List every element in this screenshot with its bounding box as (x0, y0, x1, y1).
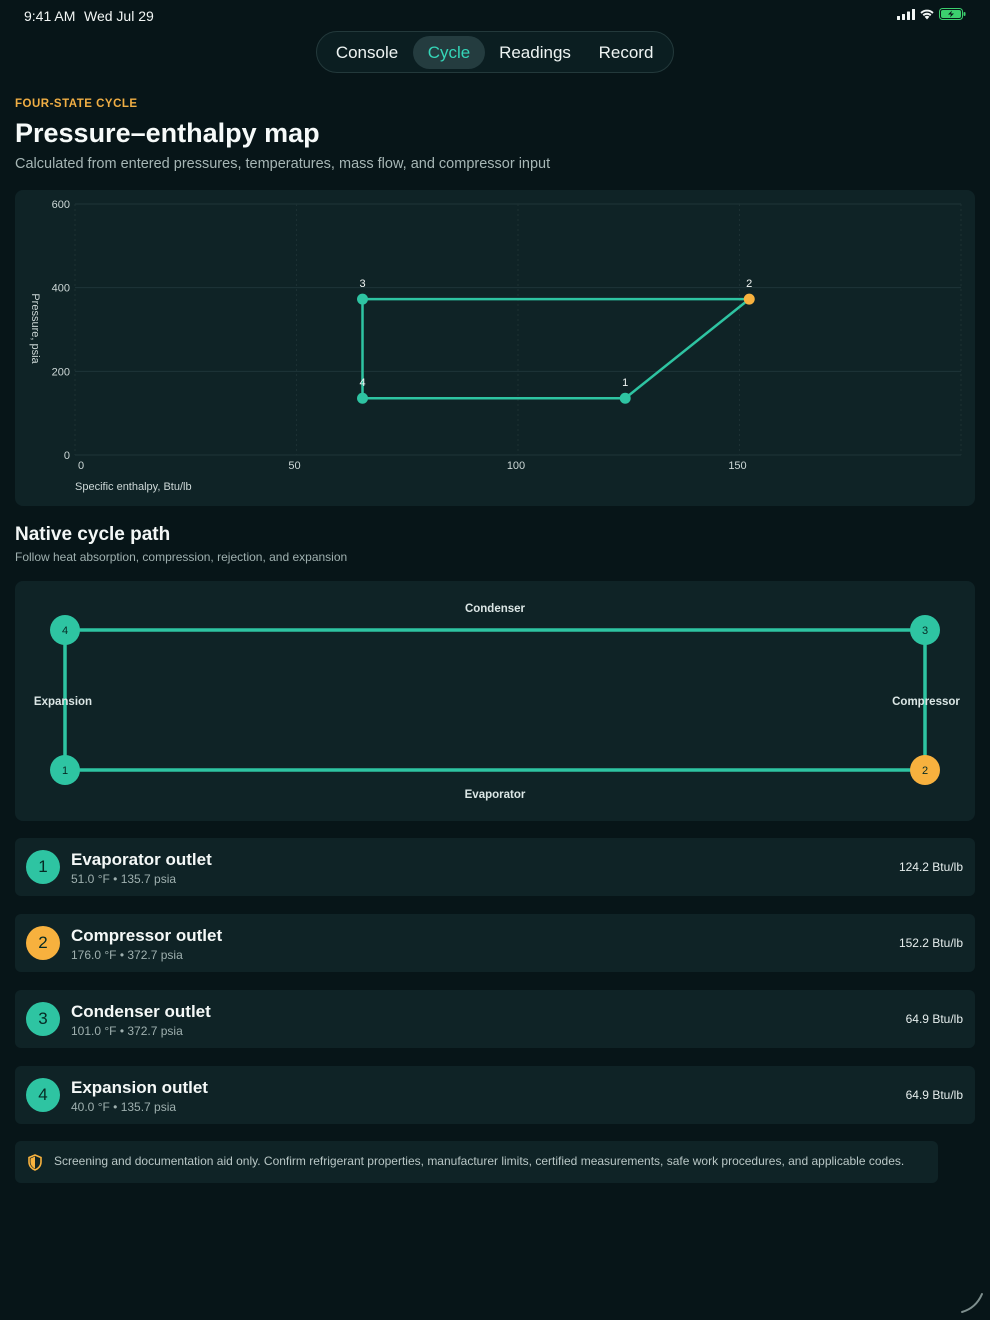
state-enthalpy: 124.2 Btu/lb (898, 860, 963, 874)
x-axis-label: Specific enthalpy, Btu/lb (75, 481, 192, 493)
cycle-series-line (361, 297, 751, 400)
y-tick-label: 0 (64, 450, 70, 462)
node-1-label: 1 (62, 765, 68, 777)
state-enthalpy: 64.9 Btu/lb (905, 1088, 963, 1102)
state-point-3 (357, 293, 369, 305)
status-time: 9:41 AM (24, 8, 76, 24)
label-compressor: Compressor (892, 696, 960, 708)
state-badge: 2 (26, 926, 60, 960)
state-name: Condenser outlet (71, 1002, 211, 1021)
x-tick-label: 100 (507, 460, 525, 472)
y-tick-label: 200 (52, 366, 70, 378)
status-bar: 9:41 AM Wed Jul 29 (0, 0, 990, 30)
cycle-path-diagram: Condenser Evaporator Expansion Compresso… (15, 581, 975, 821)
node-1[interactable] (50, 755, 80, 785)
wifi-icon (920, 9, 934, 20)
state-enthalpy: 64.9 Btu/lb (905, 1012, 963, 1026)
node-3[interactable] (910, 615, 940, 645)
cycle-path-svg: Condenser Evaporator Expansion Compresso… (34, 603, 960, 801)
tab-console[interactable]: Console (335, 43, 399, 62)
state-meta: 176.0 °F • 372.7 psia (71, 948, 183, 962)
state-point-label: 2 (746, 278, 752, 290)
shield-icon (28, 1154, 42, 1171)
cycle-path-subtitle: Follow heat absorption, compression, rej… (15, 550, 348, 564)
state-enthalpy: 152.2 Btu/lb (898, 936, 963, 950)
state-row-2[interactable]: 2 Compressor outlet 176.0 °F • 372.7 psi… (15, 914, 975, 972)
state-meta: 51.0 °F • 135.7 psia (71, 872, 177, 886)
page-subtitle: Calculated from entered pressures, tempe… (15, 156, 551, 172)
node-4-label: 4 (62, 625, 68, 637)
y-tick-label: 400 (52, 283, 70, 295)
label-expansion: Expansion (34, 696, 92, 708)
cycle-loop (63, 628, 927, 772)
state-name: Evaporator outlet (71, 850, 212, 869)
section-eyebrow: FOUR-STATE CYCLE (15, 98, 138, 110)
notice-text: Screening and documentation aid only. Co… (54, 1154, 905, 1168)
label-condenser: Condenser (465, 603, 526, 615)
state-name: Compressor outlet (71, 926, 223, 945)
cycle-path-title: Native cycle path (15, 524, 171, 545)
signal-icon (897, 8, 915, 20)
state-point-label: 3 (359, 278, 365, 290)
state-name: Expansion outlet (71, 1078, 208, 1097)
y-axis-label: Pressure, psia (29, 293, 41, 364)
state-point-2 (743, 293, 755, 305)
label-evaporator: Evaporator (465, 789, 526, 801)
tab-cycle[interactable]: Cycle (413, 36, 485, 69)
x-tick-label: 150 (728, 460, 746, 472)
x-tick-label: 0 (78, 460, 84, 472)
state-point-1 (619, 392, 631, 404)
ph-chart-card: 0 200 400 600 0 50 100 150 Specific enthalpy, Bt… (15, 190, 975, 506)
page-title: Pressure–enthalpy map (15, 118, 320, 148)
ph-chart: 0 200 400 600 0 50 100 150 Specific enthalpy, Bt… (29, 199, 962, 493)
state-row-4[interactable]: 4 Expansion outlet 40.0 °F • 135.7 psia … (15, 1066, 975, 1124)
battery-charging-icon (939, 8, 966, 20)
tab-record[interactable]: Record (598, 43, 654, 62)
safety-notice: Screening and documentation aid only. Co… (15, 1141, 938, 1183)
node-4[interactable] (50, 615, 80, 645)
status-date: Wed Jul 29 (84, 8, 154, 24)
state-meta: 101.0 °F • 372.7 psia (71, 1024, 183, 1038)
state-point-label: 1 (622, 377, 628, 389)
state-row-1[interactable]: 1 Evaporator outlet 51.0 °F • 135.7 psia… (15, 838, 975, 896)
x-tick-label: 50 (288, 460, 300, 472)
state-badge: 3 (26, 1002, 60, 1036)
node-3-label: 3 (922, 625, 928, 637)
tab-readings[interactable]: Readings (499, 43, 571, 62)
tab-bar: Console Cycle Readings Record (316, 31, 674, 73)
node-2[interactable] (910, 755, 940, 785)
state-badge: 4 (26, 1078, 60, 1112)
state-row-3[interactable]: 3 Condenser outlet 101.0 °F • 372.7 psia… (15, 990, 975, 1048)
state-point-label: 4 (359, 377, 365, 389)
state-badge: 1 (26, 850, 60, 884)
state-point-4 (357, 392, 369, 404)
y-tick-label: 600 (52, 199, 70, 211)
resize-handle-icon[interactable] (958, 1288, 986, 1316)
node-2-label: 2 (922, 765, 928, 777)
state-meta: 40.0 °F • 135.7 psia (71, 1100, 177, 1114)
